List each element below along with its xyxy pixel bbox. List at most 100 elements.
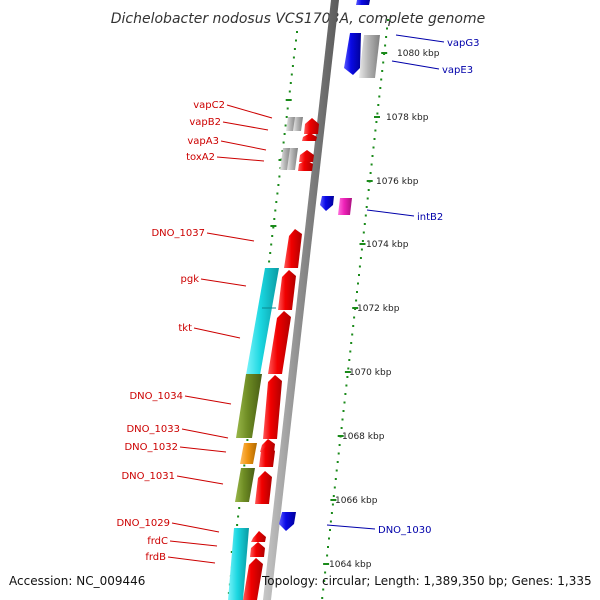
track-dot bbox=[238, 507, 241, 509]
scale-tick bbox=[285, 99, 292, 101]
scale-label: 1064 kbp bbox=[329, 560, 372, 570]
track-dot bbox=[237, 515, 240, 518]
track-dot bbox=[386, 27, 388, 30]
track-dot bbox=[380, 78, 383, 81]
gene-arrow-vapA3 bbox=[302, 133, 317, 141]
track-dot bbox=[282, 141, 285, 144]
track-dot bbox=[352, 325, 355, 327]
right-labels: vapG3 vapE3 intB2 DNO_1030 bbox=[326, 34, 480, 536]
grey-genes bbox=[280, 35, 380, 170]
scale-tick bbox=[344, 371, 351, 373]
track-dot bbox=[326, 554, 329, 557]
gene-label-DNO_1030: DNO_1030 bbox=[378, 525, 432, 536]
track-dot bbox=[270, 243, 273, 246]
track-dot bbox=[295, 39, 297, 42]
track-dot bbox=[286, 107, 289, 110]
track-dot bbox=[348, 359, 351, 361]
track-dot bbox=[323, 580, 326, 582]
track-dot bbox=[243, 464, 246, 467]
gene-box-vapC2-b bbox=[293, 117, 303, 131]
track-dot bbox=[374, 129, 377, 132]
track-dot bbox=[268, 260, 271, 263]
gene-label-DNO_1031: DNO_1031 bbox=[121, 471, 175, 482]
track-dot bbox=[362, 231, 365, 234]
gene-arrow-DNO_1034 bbox=[263, 375, 282, 439]
track-dot bbox=[285, 116, 288, 118]
track-dot bbox=[350, 342, 353, 344]
track-dot bbox=[276, 192, 279, 195]
track-dot bbox=[377, 104, 380, 106]
track-dot bbox=[385, 36, 388, 38]
track-dot bbox=[340, 427, 343, 429]
track-dot bbox=[236, 524, 239, 526]
cog-bar-orange bbox=[240, 443, 257, 464]
track-dot bbox=[272, 226, 275, 229]
track-dot bbox=[335, 469, 338, 472]
scale-tick bbox=[366, 180, 373, 182]
gene-label-vapC2: vapC2 bbox=[193, 100, 225, 111]
scale-tick bbox=[323, 563, 330, 565]
gene-arrow-DNO_1031 bbox=[255, 471, 272, 504]
gene-label-frdB: frdB bbox=[145, 552, 166, 563]
track-dot bbox=[382, 61, 385, 64]
track-dot bbox=[371, 155, 374, 157]
scale-label: 1072 kbp bbox=[357, 304, 400, 314]
track-dot bbox=[349, 350, 352, 353]
track-dot bbox=[369, 172, 372, 174]
track-dot bbox=[273, 218, 276, 220]
track-dot bbox=[332, 495, 335, 497]
gene-box-intB2 bbox=[338, 198, 352, 215]
track-dot bbox=[327, 546, 329, 548]
track-dot bbox=[322, 588, 325, 591]
track-dot bbox=[291, 65, 294, 67]
gene-label-DNO_1033: DNO_1033 bbox=[126, 424, 180, 435]
track-dot bbox=[366, 197, 369, 200]
reverse-genes bbox=[279, 0, 370, 531]
scale-label: 1068 kbp bbox=[342, 432, 385, 442]
track-dot bbox=[275, 201, 278, 203]
track-dot bbox=[328, 537, 330, 540]
gene-label-DNO_1034: DNO_1034 bbox=[129, 391, 183, 402]
scale-tick bbox=[352, 307, 359, 309]
gene-arrow-tkt bbox=[268, 311, 291, 374]
gene-label-DNO_1037: DNO_1037 bbox=[151, 228, 205, 239]
gene-label-vapB2: vapB2 bbox=[189, 117, 221, 128]
track-dot bbox=[378, 95, 381, 98]
track-dot bbox=[344, 393, 347, 395]
track-dot bbox=[347, 367, 350, 370]
track-dot bbox=[333, 486, 336, 489]
cog-bar-olive-lower bbox=[235, 468, 255, 502]
track-dot bbox=[358, 265, 361, 268]
scale-label: 1066 kbp bbox=[335, 496, 378, 506]
track-dot bbox=[274, 209, 277, 212]
track-dot bbox=[355, 299, 358, 302]
track-dot bbox=[379, 87, 382, 89]
scale-tick bbox=[337, 435, 344, 437]
gene-label-tkt: tkt bbox=[178, 323, 192, 334]
track-dot bbox=[353, 316, 356, 319]
track-dot bbox=[351, 333, 354, 336]
cog-bars bbox=[228, 268, 279, 600]
track-dot bbox=[365, 206, 368, 208]
track-dot bbox=[293, 48, 296, 50]
scale-tick bbox=[374, 116, 380, 118]
gene-label-toxA2: toxA2 bbox=[186, 152, 215, 163]
track-dot bbox=[337, 452, 340, 455]
scale-label: 1074 kbp bbox=[366, 240, 409, 250]
track-dot bbox=[363, 223, 366, 225]
track-dot bbox=[329, 520, 332, 523]
track-dot bbox=[384, 44, 387, 47]
gene-label-frdC: frdC bbox=[147, 536, 168, 547]
track-dot bbox=[345, 384, 348, 387]
gene-arrow-vapB2 bbox=[304, 118, 319, 134]
genome-title: Dichelobacter nodosus VCS1703A, complete… bbox=[111, 11, 485, 27]
gene-arrow-toxA2 bbox=[299, 150, 314, 162]
track-dot bbox=[269, 252, 272, 254]
track-dot bbox=[277, 184, 280, 186]
track-dot bbox=[278, 175, 281, 178]
track-dot bbox=[346, 376, 349, 378]
gene-arrow-vapG3 bbox=[344, 33, 361, 75]
track-dot bbox=[281, 150, 284, 152]
track-dot bbox=[342, 410, 345, 412]
scale-labels: 1080 kbp 1078 kbp 1076 kbp 1074 kbp 1072… bbox=[329, 49, 440, 570]
